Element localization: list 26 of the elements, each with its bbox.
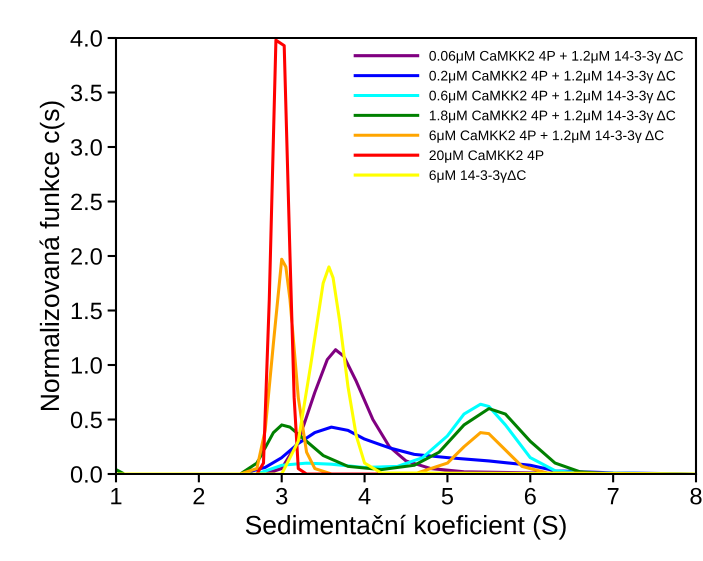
y-tick-label: 3.0 — [70, 139, 102, 156]
legend-label: 0.2μM CaMKK2 4P + 1.2μM 14-3-3γ ΔC — [429, 70, 676, 84]
y-tick-label: 2.5 — [71, 194, 102, 210]
x-tick-label: 5 — [442, 488, 454, 505]
x-tick-label: 7 — [608, 488, 619, 504]
x-tick-label: 3 — [276, 488, 288, 505]
x-axis-title: Sedimentační koeficient (S) — [246, 514, 566, 540]
y-tick-label: 1.5 — [72, 302, 102, 320]
legend-label: 20μM CaMKK2 4P — [430, 150, 544, 163]
x-tick-label: 8 — [690, 488, 702, 505]
x-tick-label: 4 — [358, 488, 370, 504]
legend-label: 6μM CaMKK2 4P + 1.2μM 14-3-3γ ΔC — [430, 130, 664, 144]
x-tick-label: 6 — [524, 488, 536, 505]
y-tick-label: 2.0 — [71, 248, 102, 265]
legend-label: 6μM 14-3-3γΔC — [430, 170, 526, 183]
x-tick-label: 2 — [193, 488, 204, 504]
y-tick-label: 0.0 — [70, 466, 102, 483]
legend-label: 0.06μM CaMKK2 4P + 1.2μM 14-3-3γ ΔC — [429, 50, 683, 64]
y-axis-title: Normalizovaná funkce c(s) — [40, 101, 64, 410]
x-tick-label: 1 — [111, 488, 122, 504]
y-tick-label: 1.0 — [72, 357, 102, 374]
legend-label: 1.8μM CaMKK2 4P + 1.2μM 14-3-3γ ΔC — [430, 110, 676, 124]
y-tick-label: 0.5 — [70, 412, 102, 428]
y-tick-label: 4.0 — [70, 30, 102, 47]
legend-label: 0.6μM CaMKK2 4P + 1.2μM 14-3-3γ ΔC — [429, 90, 676, 104]
y-tick-label: 3.5 — [70, 84, 102, 102]
